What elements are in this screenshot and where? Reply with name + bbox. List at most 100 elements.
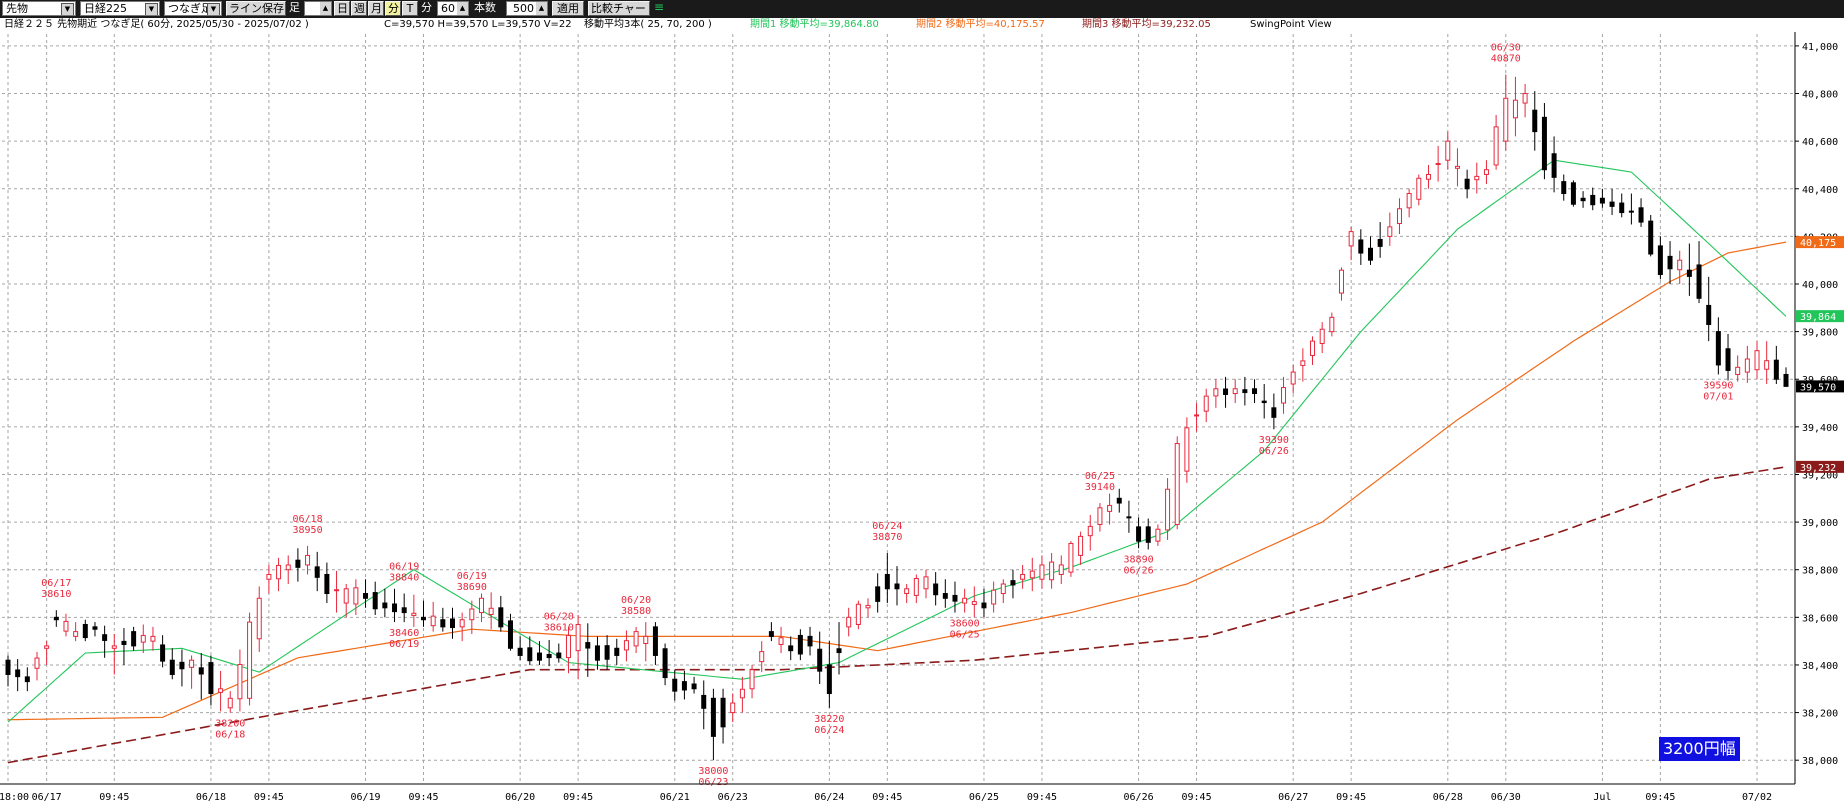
candle-body: [1058, 564, 1064, 575]
day-button[interactable]: 日: [334, 1, 350, 16]
swing-label: 06/30 40870: [1491, 42, 1521, 64]
symbol-select[interactable]: 日経225 ▼: [80, 1, 160, 16]
candle-body: [53, 616, 59, 621]
swing-label: 06/20 38580: [621, 595, 651, 617]
candle: [894, 566, 900, 606]
candle-body: [1667, 255, 1673, 270]
candle-body: [34, 657, 40, 669]
line-save-button[interactable]: ライン保存: [226, 1, 286, 16]
candle: [169, 648, 175, 680]
candle: [353, 579, 359, 615]
candle-body: [1406, 193, 1412, 209]
candle-body: [942, 593, 948, 599]
tick-button[interactable]: T: [402, 1, 418, 16]
candle-body: [1657, 245, 1663, 275]
month-button[interactable]: 月: [368, 1, 384, 16]
swing-label-line: 06/23: [698, 777, 728, 788]
candle-body: [923, 576, 929, 590]
candle-body: [1715, 331, 1721, 366]
candle-body: [63, 620, 69, 632]
bars-icon[interactable]: ≡: [654, 1, 665, 14]
candle-body: [652, 626, 658, 656]
candle: [952, 581, 958, 613]
candle-body: [1242, 389, 1248, 394]
candle: [1406, 188, 1412, 218]
candle-body: [807, 635, 813, 647]
candle: [1609, 188, 1615, 215]
candle-body: [247, 621, 253, 699]
swing-label: 38890 06/26: [1124, 554, 1154, 576]
candle-body: [1203, 395, 1209, 412]
candle: [1773, 345, 1779, 384]
candles: [5, 74, 1789, 761]
candle: [1387, 212, 1393, 246]
chevron-down-icon: ▼: [145, 3, 158, 15]
candle: [1107, 493, 1113, 525]
candle: [575, 614, 581, 680]
candle-body: [1609, 201, 1615, 207]
candle: [266, 564, 272, 594]
compare-chart-button[interactable]: 比較チャート: [588, 1, 650, 16]
candle-body: [594, 645, 600, 661]
candle: [1454, 148, 1460, 187]
candle-body: [565, 634, 571, 659]
swing-label-line: 38220: [814, 714, 844, 725]
ma3-line: [7, 466, 1787, 764]
candle-body: [672, 678, 678, 692]
candle-body: [720, 697, 726, 728]
candle: [662, 643, 668, 686]
swing-label-line: 06/19: [457, 571, 487, 582]
candle-body: [826, 664, 832, 695]
candle: [604, 635, 610, 670]
candle: [672, 669, 678, 701]
candle-body: [1435, 163, 1441, 166]
candle: [372, 581, 378, 615]
candle: [1252, 379, 1258, 404]
candle: [797, 629, 803, 661]
band-badge: 3200円幅: [1659, 737, 1740, 761]
candle-body: [392, 603, 398, 613]
candle-body: [1367, 247, 1373, 261]
x-tick-label: 06/30: [1491, 792, 1521, 803]
candle: [305, 545, 311, 575]
swing-label-line: 38460: [389, 628, 419, 639]
x-tick-label: 06/25: [969, 792, 999, 803]
minute-button[interactable]: 分: [385, 1, 401, 16]
candle-body: [1010, 580, 1016, 586]
info-bar: 日経２２５ 先物期近 つなぎ足( 60分, 2025/05/30 - 2025/…: [0, 18, 1844, 32]
candle: [121, 628, 127, 665]
candle-body: [295, 559, 301, 568]
candle-body: [5, 659, 11, 675]
swing-label: 06/17 38610: [41, 578, 71, 600]
bars-spinner[interactable]: 500 ▲: [506, 1, 548, 16]
x-tick-label: 09:45: [254, 792, 284, 803]
candle: [507, 613, 513, 651]
week-button[interactable]: 週: [351, 1, 367, 16]
apply-button[interactable]: 適用: [552, 1, 584, 16]
candle: [1116, 488, 1122, 513]
candle-body: [92, 626, 98, 630]
interval-spinner[interactable]: 60 ▲: [437, 1, 469, 16]
candle-body: [643, 635, 649, 645]
candle: [1551, 136, 1557, 193]
candle-body: [1194, 414, 1200, 417]
ma-settings: 移動平均3本( 25, 70, 200 ): [584, 19, 712, 30]
candle-body: [1377, 238, 1383, 247]
market-select[interactable]: 先物 ▼: [2, 1, 76, 16]
type-select[interactable]: つなぎ足 ▼: [164, 1, 222, 16]
candle: [1203, 388, 1209, 423]
candle: [285, 555, 291, 584]
candle-body: [1261, 400, 1267, 404]
candle: [749, 664, 755, 699]
candle-body: [1628, 210, 1634, 213]
x-tick-label: 06/20: [505, 792, 535, 803]
candle: [1483, 160, 1489, 184]
candle-body: [797, 634, 803, 655]
candle-body: [1648, 220, 1654, 255]
candle: [1329, 312, 1335, 337]
candle: [1464, 169, 1470, 199]
period-spinner[interactable]: ▲: [304, 1, 332, 16]
x-tick-label: 09:45: [872, 792, 902, 803]
candle-body: [179, 661, 185, 670]
